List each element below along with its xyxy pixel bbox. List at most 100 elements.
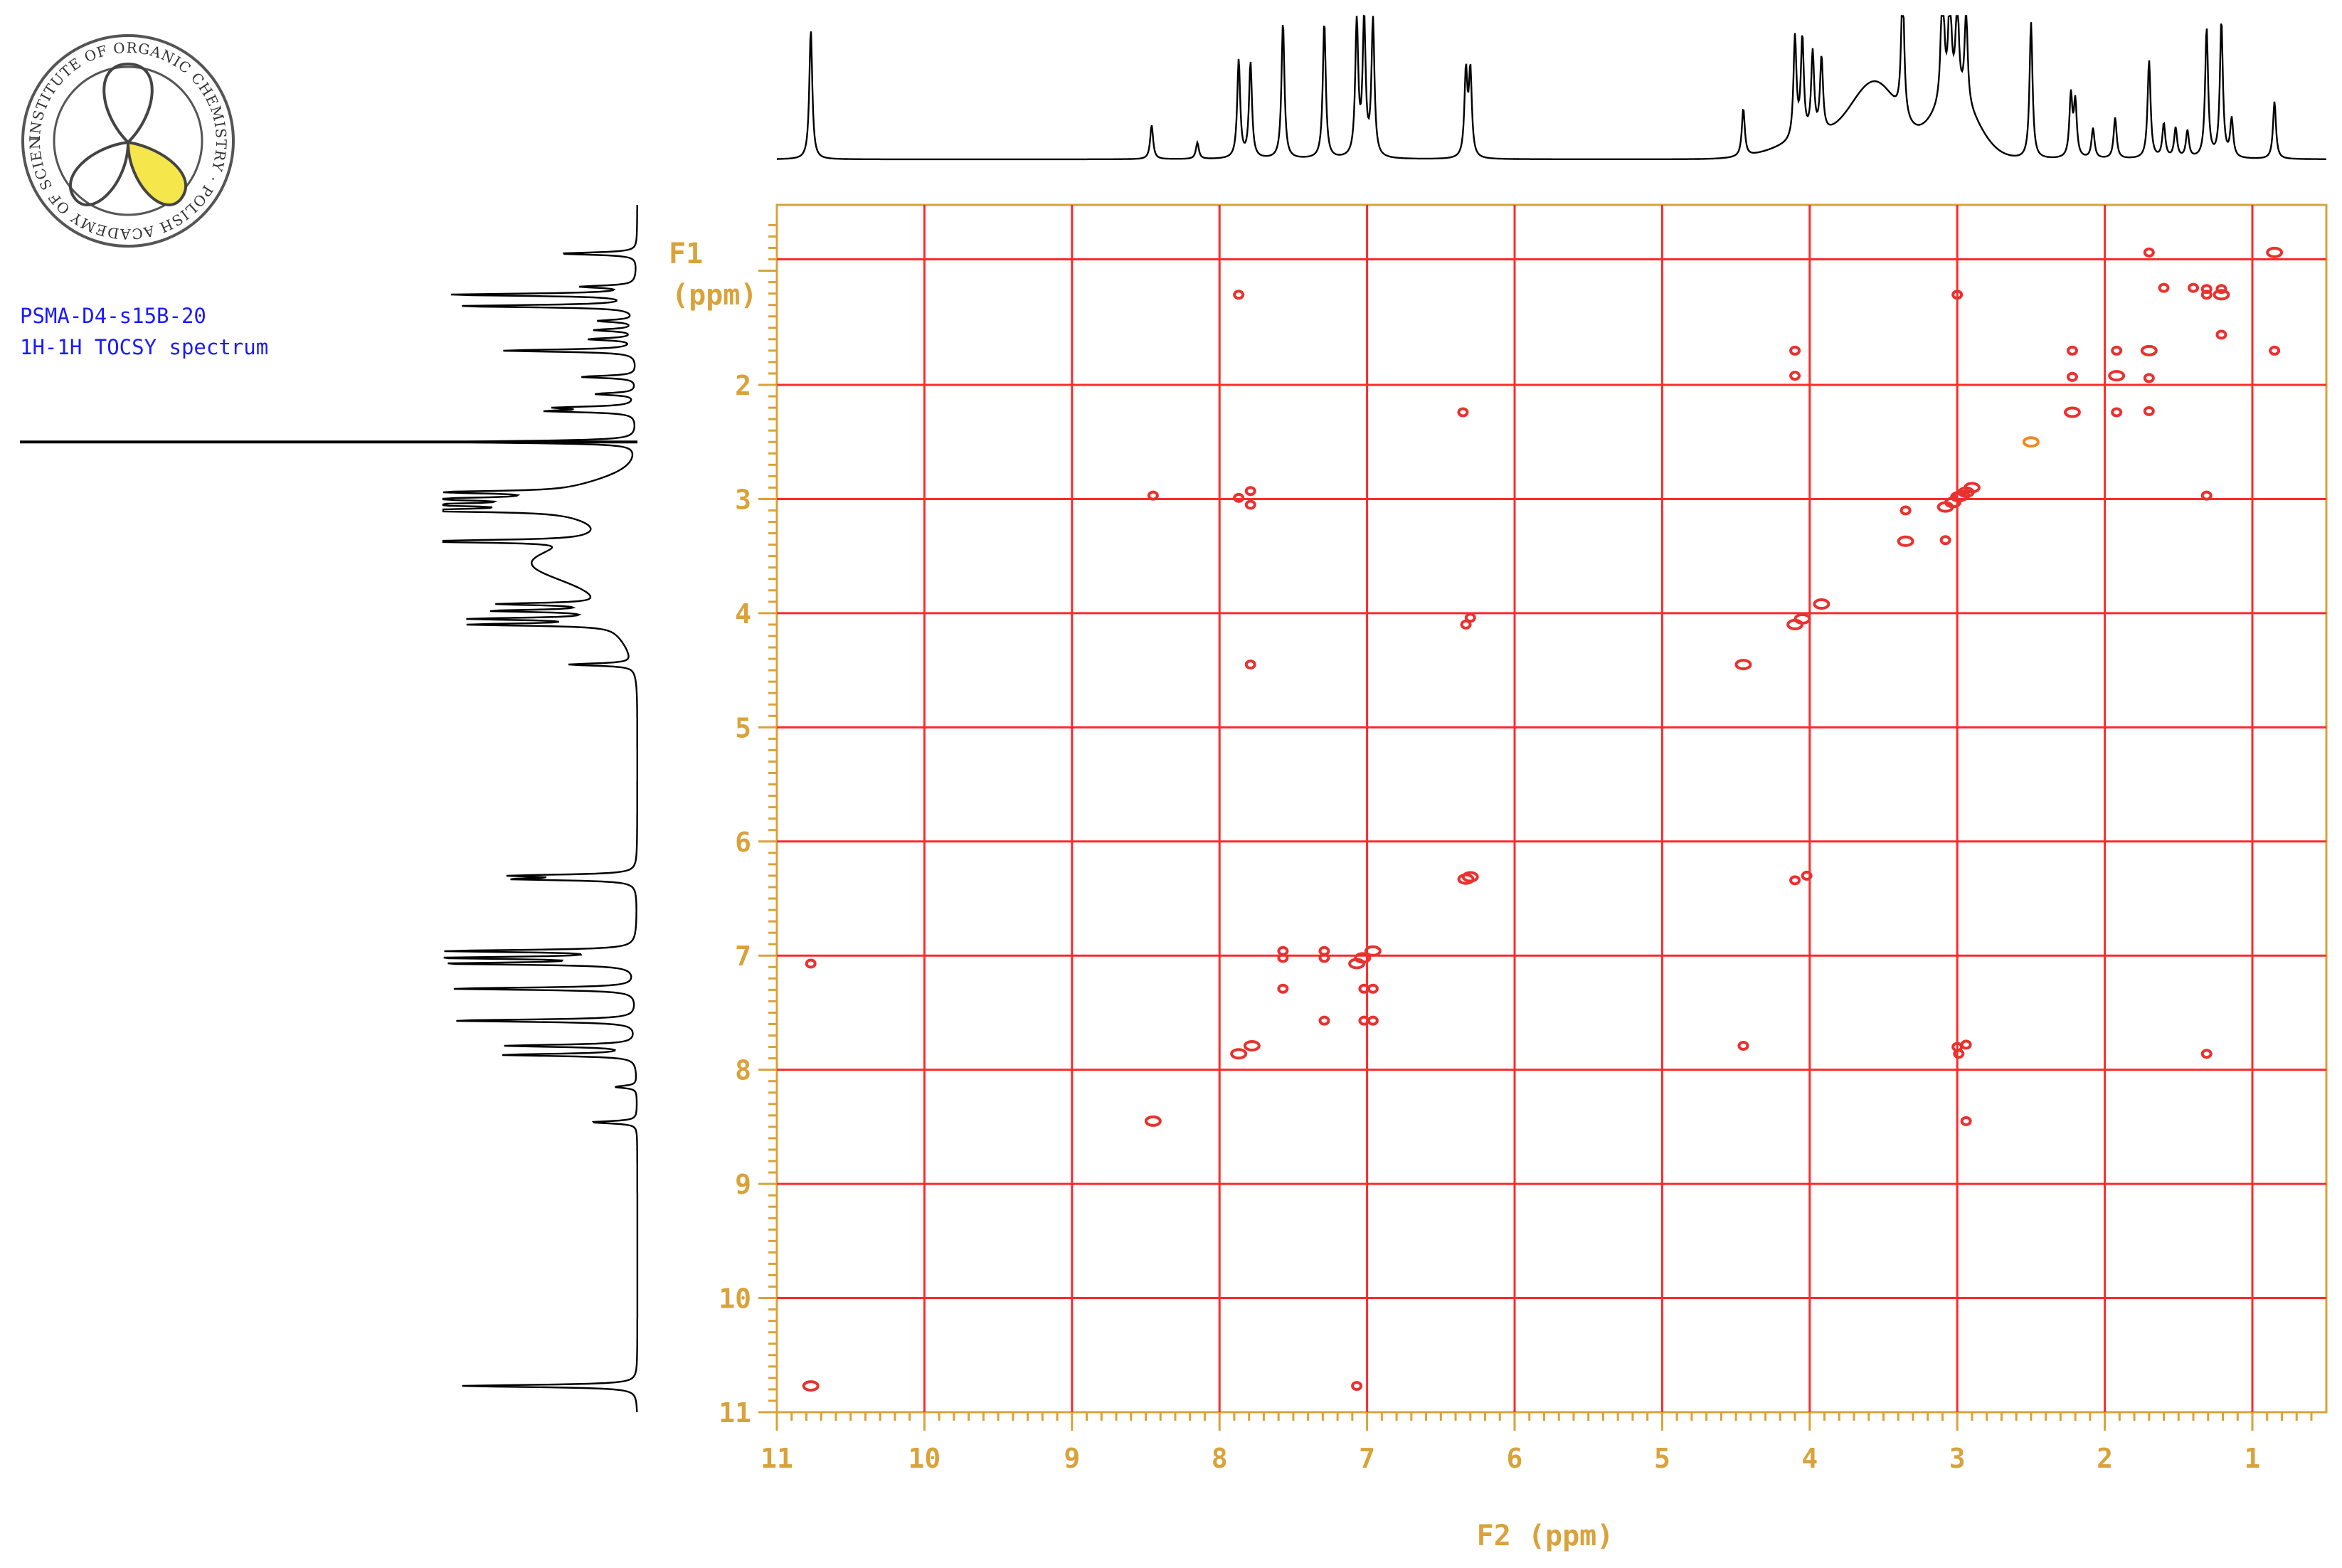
- y-tick-label: 2: [735, 370, 751, 401]
- y-tick-labels: 2 3 4 5 6 7 8 9 10 11: [719, 370, 751, 1429]
- y-tick-label: 6: [735, 827, 751, 858]
- x-tick-label: 9: [1064, 1443, 1080, 1474]
- diagonal-peak: [802, 1380, 820, 1392]
- cross-peak: [2200, 490, 2213, 501]
- diagonal-peak: [1243, 1039, 1261, 1051]
- y-axis-label-line1: F1: [669, 238, 703, 270]
- x-tick-labels: 11 10 9 8 7 6 5 4 3 2 1: [761, 1443, 2260, 1474]
- diagonal-peak: [1963, 482, 1981, 494]
- f1-projection-trace: [442, 205, 639, 1412]
- x-tick-label: 1: [2245, 1443, 2261, 1474]
- cross-peak: [1960, 1116, 1972, 1126]
- cross-peak: [1233, 492, 1245, 503]
- diagonal-peak: [1813, 598, 1830, 610]
- cross-peak: [1464, 613, 1476, 623]
- axis-ticks: [758, 223, 2313, 1431]
- cross-peak: [1939, 535, 1951, 546]
- cross-peak: [1277, 983, 1289, 994]
- cross-peak: [1789, 875, 1801, 886]
- y-axis-label-line2: (ppm): [672, 279, 757, 312]
- f2-projection-trace: [777, 14, 2326, 161]
- cross-peak: [1960, 1039, 1972, 1050]
- cross-peak: [2215, 329, 2227, 340]
- x-tick-label: 3: [1949, 1443, 1966, 1474]
- institute-logo: INSTITUTE OF ORGANIC CHEMISTRY · POLISH …: [14, 27, 235, 248]
- cross-peak: [1899, 505, 1912, 516]
- cross-peak: [1244, 499, 1256, 510]
- y-tick-label: 10: [719, 1283, 751, 1315]
- diagonal-peak: [2108, 370, 2126, 382]
- cross-peak: [2269, 345, 2281, 356]
- diagonal-peak: [2213, 289, 2230, 301]
- diagonal-peak: [1793, 613, 1811, 625]
- cross-peak: [2188, 282, 2200, 293]
- y-tick-label: 11: [719, 1397, 751, 1429]
- x-tick-label: 5: [1654, 1443, 1670, 1474]
- x-tick-label: 8: [1212, 1443, 1228, 1474]
- y-tick-label: 8: [735, 1055, 751, 1086]
- cross-peak: [2066, 345, 2078, 356]
- diagonal-peak: [1354, 952, 1372, 964]
- x-tick-label: 6: [1507, 1443, 1523, 1474]
- cross-peak: [2066, 371, 2078, 382]
- cross-peak: [1367, 1015, 1379, 1026]
- cross-peak: [2215, 284, 2227, 295]
- x-tick-label: 2: [2097, 1443, 2113, 1474]
- cross-peak: [1367, 983, 1379, 994]
- x-axis-label: F2 (ppm): [1477, 1520, 1614, 1552]
- cross-peaks: [802, 246, 2284, 1392]
- cross-peak: [2200, 1049, 2213, 1059]
- diagonal-peak: [2140, 344, 2158, 356]
- cross-peak: [1457, 407, 1469, 418]
- diagonal-peak: [2022, 436, 2040, 448]
- cross-peak: [1147, 490, 1159, 501]
- cross-peak: [1737, 1040, 1749, 1051]
- sample-caption: PSMA-D4-s15B-20 1H-1H TOCSY spectrum: [20, 300, 268, 363]
- logo-lobe-left: [69, 140, 130, 206]
- logo-lobe-right: [126, 140, 187, 206]
- x-tick-label: 4: [1801, 1443, 1818, 1474]
- diagonal-peak: [1144, 1115, 1162, 1127]
- cross-peak: [1460, 619, 1472, 630]
- cross-peak: [805, 958, 817, 969]
- diagonal-peak: [2063, 406, 2081, 418]
- logo-outer-ring: [21, 34, 235, 248]
- x-tick-label: 10: [908, 1443, 941, 1474]
- diagonal-peak: [2266, 246, 2284, 258]
- x-tick-label: 7: [1359, 1443, 1375, 1474]
- diagonal-peak: [1230, 1048, 1248, 1060]
- cross-peak: [2143, 247, 2155, 258]
- plot-frame: [775, 203, 2328, 1414]
- cross-peak: [2111, 407, 2123, 418]
- diagonal-peak: [1364, 945, 1382, 957]
- cross-peak: [1318, 1015, 1330, 1026]
- y-tick-label: 3: [735, 484, 751, 515]
- cross-peak: [1351, 1381, 1363, 1392]
- sample-name: PSMA-D4-s15B-20: [20, 304, 206, 328]
- grid-lines: [777, 205, 2326, 1412]
- diagonal-peak: [1461, 871, 1479, 883]
- cross-peak: [1789, 371, 1801, 381]
- cross-peak: [2143, 406, 2155, 416]
- y-tick-label: 7: [735, 941, 751, 972]
- cross-peak: [1233, 290, 1245, 300]
- y-tick-label: 4: [735, 598, 751, 630]
- logo-lobe-top: [102, 62, 154, 144]
- cross-peak: [1244, 659, 1256, 670]
- y-tick-label: 5: [735, 712, 751, 743]
- y-tick-label: 9: [735, 1169, 751, 1200]
- cross-peak: [1953, 1049, 1965, 1059]
- cross-peak: [1801, 870, 1813, 881]
- diagonal-peak: [1897, 535, 1914, 547]
- cross-peak: [1244, 486, 1256, 497]
- cross-peak: [1951, 290, 1964, 300]
- cross-peak: [2158, 282, 2170, 293]
- cross-peak: [1318, 953, 1330, 963]
- logo-inner-ring: [53, 65, 203, 216]
- cross-peak: [1277, 953, 1289, 963]
- cross-peak: [2143, 373, 2155, 383]
- diagonal-peak: [1734, 659, 1752, 671]
- cross-peak: [2111, 345, 2123, 356]
